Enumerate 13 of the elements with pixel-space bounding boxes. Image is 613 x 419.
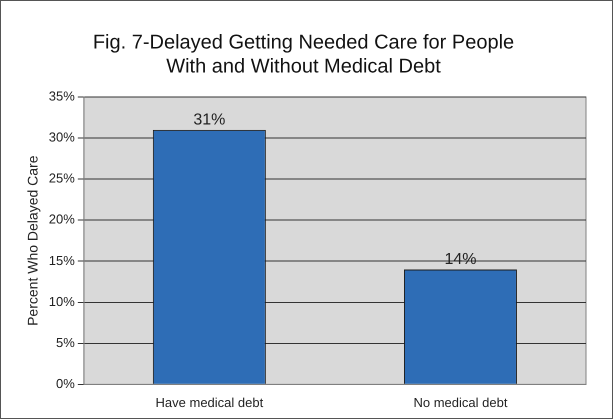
y-tick-label: 25% [48, 170, 76, 186]
chart-title: Fig. 7-Delayed Getting Needed Care for People With and Without Medical Debt [92, 32, 514, 78]
y-tick-label: 0% [56, 376, 76, 391]
x-tick-label: Have medical debt [156, 394, 264, 410]
y-tick-label: 15% [48, 252, 76, 268]
y-tick-label: 35% [48, 88, 76, 104]
x-tick-label: No medical debt [413, 394, 508, 410]
y-tick-label: 5% [56, 334, 76, 350]
y-tick-label: 10% [48, 294, 76, 309]
data-label: 31% [193, 111, 226, 128]
y-tick-label: 20% [48, 212, 76, 227]
y-tick-label: 30% [48, 130, 76, 145]
y-axis-title: Percent Who Delayed Care [24, 155, 40, 326]
